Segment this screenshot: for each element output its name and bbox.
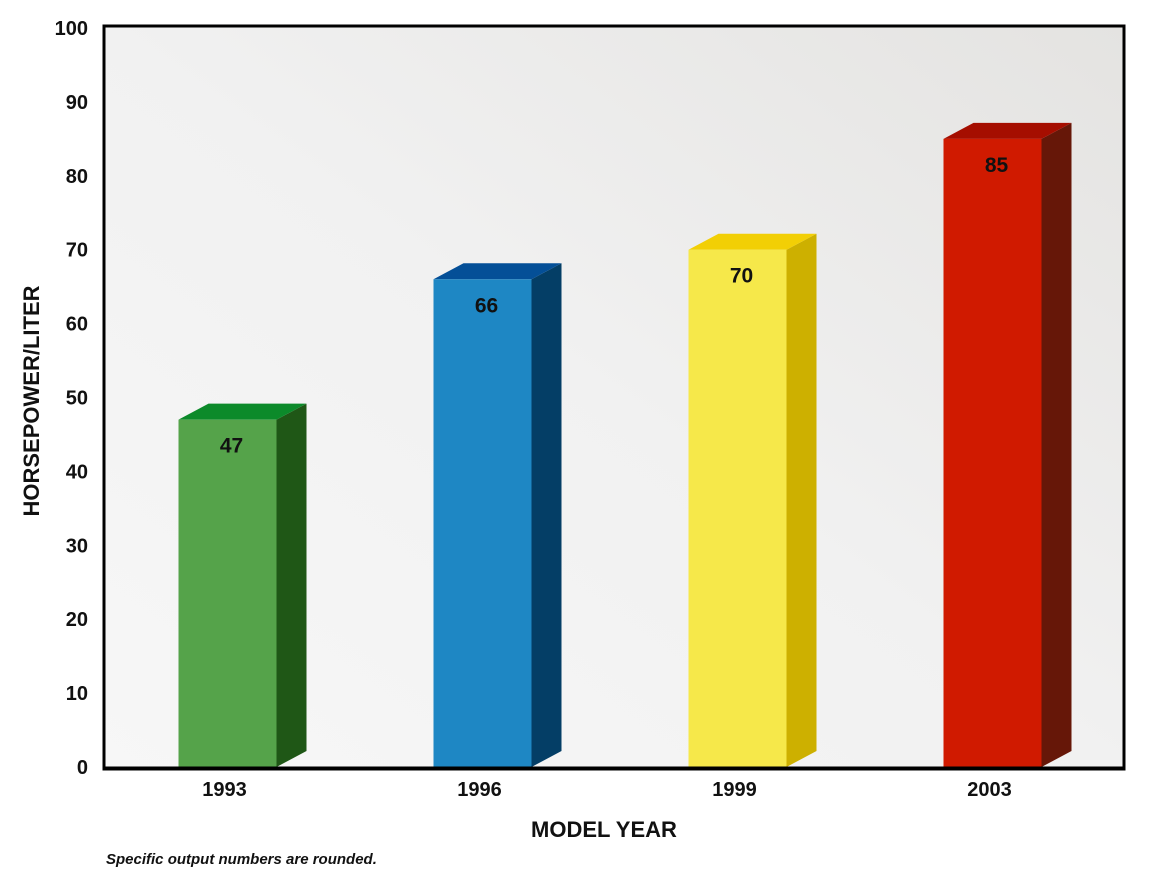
bar-1993: 47 [178, 403, 307, 767]
x-tick-label: 2003 [967, 779, 1012, 801]
y-tick-label: 70 [66, 240, 88, 262]
y-axis-ticks: 0 10 20 30 40 50 60 70 80 90 100 [55, 18, 88, 779]
bar-value-label: 66 [475, 294, 498, 317]
y-tick-label: 20 [66, 609, 88, 631]
y-tick-label: 0 [77, 757, 88, 779]
y-tick-label: 60 [66, 314, 88, 336]
bar-value-label: 85 [985, 154, 1009, 177]
bar-top [433, 263, 562, 280]
bar-side [276, 403, 307, 767]
bar-front [433, 279, 532, 767]
bar-front [943, 138, 1042, 768]
y-tick-label: 100 [55, 18, 88, 40]
bar-side [786, 233, 817, 767]
footnote: Specific output numbers are rounded. [106, 851, 377, 868]
y-tick-label: 30 [66, 535, 88, 557]
bar-2003: 85 [943, 122, 1072, 768]
bar-value-label: 70 [730, 265, 753, 288]
y-tick-label: 50 [66, 388, 88, 410]
bar-top [178, 403, 307, 420]
bar-top [943, 122, 1072, 139]
y-tick-label: 40 [66, 461, 88, 483]
bar-front [688, 249, 787, 767]
bar-top [688, 233, 817, 250]
y-tick-label: 10 [66, 683, 88, 705]
bar-front [178, 419, 277, 767]
bar-value-label: 47 [220, 435, 243, 458]
bar-side [531, 263, 562, 767]
x-tick-label: 1993 [202, 779, 247, 801]
y-tick-label: 80 [66, 166, 88, 188]
y-tick-label: 90 [66, 92, 88, 114]
x-axis-title: MODEL YEAR [531, 817, 677, 842]
bar-1999: 70 [688, 233, 817, 767]
bars: 47 66 70 85 [104, 122, 1124, 770]
bar-side [1041, 122, 1072, 768]
bar-1996: 66 [433, 263, 562, 767]
x-axis-ticks: 1993 1996 1999 2003 [202, 779, 1012, 801]
x-tick-label: 1999 [712, 779, 757, 801]
x-tick-label: 1996 [457, 779, 502, 801]
y-axis-title: HORSEPOWER/LITER [19, 285, 44, 516]
